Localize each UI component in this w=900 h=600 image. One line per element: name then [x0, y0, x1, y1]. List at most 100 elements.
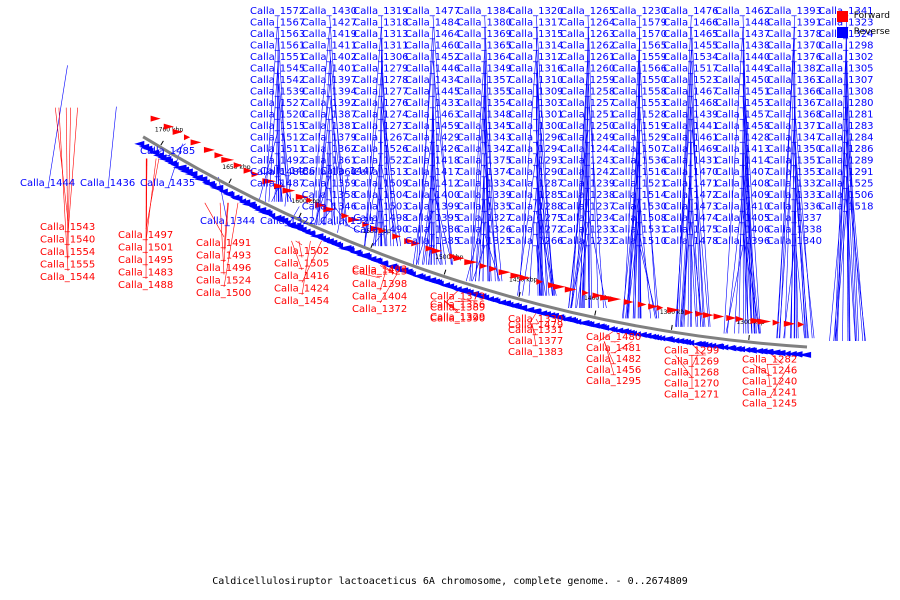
gene-leader-line — [776, 38, 795, 339]
reverse-gene-arrow — [650, 334, 660, 341]
gene-label: Calla_1465 — [663, 29, 718, 40]
gene-label: Calla_1468 — [663, 98, 718, 109]
reverse-gene-arrow — [659, 336, 673, 343]
forward-gene-arrow — [607, 296, 622, 303]
reverse-gene-arrow — [795, 351, 802, 358]
gene-label: Calla_1454 — [274, 296, 329, 307]
gene-leader-line — [691, 344, 704, 356]
gene-label: Calla_1491 — [196, 238, 251, 249]
gene-leader-line — [337, 175, 349, 233]
gene-label: Calla_1386 — [405, 225, 460, 236]
gene-leader-line — [361, 273, 381, 279]
gene-label: Calla_1478 — [663, 236, 718, 247]
gene-label: Calla_1530 — [612, 202, 667, 213]
tick-mark — [518, 292, 521, 298]
gene-label: Calla_1365 — [457, 41, 512, 52]
gene-label: Calla_1417 — [405, 167, 460, 178]
gene-label: Calla_1335 — [457, 202, 512, 213]
gene-label: Calla_1458 — [715, 121, 770, 132]
gene-leader-line — [691, 119, 710, 327]
gene-label: Calla_1409 — [715, 190, 770, 201]
gene-leader-line — [691, 222, 704, 327]
gene-label: Calla_1565 — [612, 41, 667, 52]
gene-leader-line — [475, 96, 485, 282]
gene-label: Calla_1367 — [767, 98, 822, 109]
gene-label: Calla_1401 — [302, 64, 357, 75]
gene-label: Calla_1419 — [302, 29, 357, 40]
gene-label: Calla_1296 — [508, 133, 563, 144]
gene-label: Calla_1250 — [560, 121, 615, 132]
gene-label: Calla_1332 — [767, 179, 822, 190]
gene-label: Calla_1301 — [508, 110, 563, 121]
gene-label: Calla_1272 — [508, 225, 563, 236]
gene-label: Calla_1343 — [457, 133, 512, 144]
gene-label: Calla_1515 — [250, 121, 305, 132]
gene-label: Calla_1486 — [260, 166, 315, 177]
forward-gene-arrow — [702, 312, 714, 319]
gene-leader-line — [223, 202, 228, 250]
gene-label: Calla_1277 — [353, 87, 408, 98]
gene-label: Calla_1374 — [457, 167, 512, 178]
reverse-gene-arrow — [682, 339, 692, 346]
gene-label: Calla_1344 — [200, 216, 255, 227]
gene-leader-line — [325, 153, 330, 226]
gene-label: Calla_1520 — [250, 110, 305, 121]
legend-item-reverse: Reverse — [836, 24, 890, 40]
gene-label: Calla_1403 — [352, 264, 407, 275]
gene-leader-line — [329, 38, 336, 226]
gene-label: Calla_1257 — [560, 98, 615, 109]
gene-label: Calla_1505 — [274, 259, 329, 270]
gene-label: Calla_1529 — [612, 133, 667, 144]
gene-label: Calla_1303 — [508, 98, 563, 109]
gene-leader-line — [347, 225, 363, 234]
gene-label: Calla_1359 — [302, 179, 357, 190]
forward-gene-arrow — [221, 156, 235, 163]
gene-leader-line — [319, 211, 330, 226]
gene-label: Calla_1439 — [663, 110, 718, 121]
gene-label: Calla_1354 — [457, 98, 512, 109]
gene-label: Calla_1524 — [196, 276, 251, 287]
gene-leader-line — [681, 176, 692, 327]
gene-label: Calla_1276 — [353, 98, 408, 109]
gene-label: Calla_1326 — [457, 225, 512, 236]
gene-label: Calla_1349 — [457, 64, 512, 75]
forward-gene-arrow — [392, 233, 402, 240]
gene-leader-line — [67, 107, 71, 247]
gene-leader-line — [432, 61, 453, 265]
tick-mark — [298, 212, 302, 218]
gene-label: Calla_1553 — [612, 98, 667, 109]
gene-label: Calla_1267 — [353, 133, 408, 144]
forward-gene-arrow — [341, 212, 350, 219]
reverse-gene-arrow — [668, 336, 675, 343]
tick-label: 1700 kbp — [155, 126, 183, 133]
gene-label: Calla_1473 — [663, 202, 718, 213]
reverse-gene-arrow — [687, 339, 695, 346]
gene-leader-line — [301, 240, 311, 296]
gene-leader-line — [364, 73, 382, 247]
tick-label: 1350 kbp — [660, 309, 688, 316]
gene-leader-line — [364, 153, 382, 247]
gene-label: Calla_1375 — [457, 156, 512, 167]
forward-gene-arrow — [453, 255, 465, 262]
gene-leader-line — [223, 202, 229, 263]
forward-gene-arrow — [190, 139, 202, 146]
gene-label: Calla_1269 — [664, 356, 719, 367]
gene-label: Calla_1579 — [612, 18, 667, 29]
gene-label: Calla_1506 — [818, 190, 873, 201]
gene-label: Calla_1519 — [612, 121, 667, 132]
forward-gene-arrow — [726, 315, 737, 322]
gene-leader-line — [381, 211, 386, 247]
gene-leader-line — [836, 84, 847, 342]
gene-leader-line — [691, 354, 698, 367]
forward-gene-arrow — [369, 225, 384, 232]
reverse-gene-arrow — [736, 346, 746, 353]
gene-leader-line — [275, 50, 279, 202]
gene-label: Calla_1521 — [612, 179, 667, 190]
forward-gene-arrow — [600, 294, 615, 301]
gene-leader-line — [794, 107, 813, 339]
gene-leader-line — [364, 27, 382, 247]
gene-label: Calla_1511 — [250, 144, 305, 155]
gene-label: Calla_1387 — [302, 110, 357, 121]
gene-leader-line — [627, 211, 640, 319]
gene-label: Calla_1240 — [742, 376, 797, 387]
